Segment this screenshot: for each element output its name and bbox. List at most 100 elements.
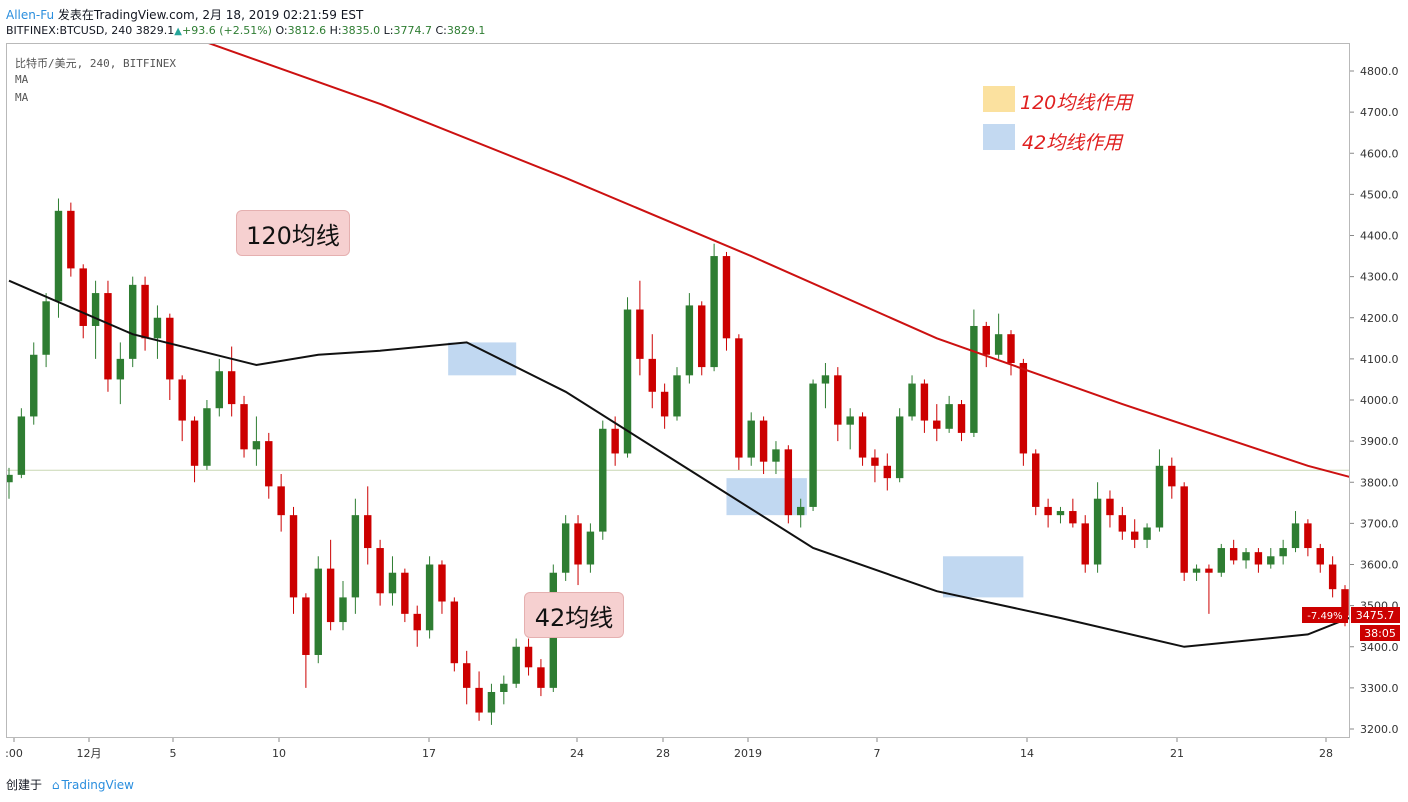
y-tick-label: 3600.0 xyxy=(1360,559,1399,572)
candle xyxy=(1316,548,1324,565)
candle xyxy=(561,523,570,573)
candle xyxy=(1007,334,1015,363)
candle xyxy=(203,408,211,466)
publish-line: 发表在TradingView.com, 2月 18, 2019 02:21:59… xyxy=(57,8,364,22)
candle xyxy=(846,416,854,425)
candle xyxy=(326,568,335,623)
candle xyxy=(252,441,261,450)
x-tick-label: 10 xyxy=(272,747,286,760)
tradingview-brand[interactable]: TradingView xyxy=(61,778,134,792)
candle xyxy=(153,317,162,339)
candle xyxy=(91,293,100,326)
y-tick-label: 4500.0 xyxy=(1360,188,1399,201)
candle xyxy=(834,375,842,425)
last-price-label: 3475.7 xyxy=(1356,609,1395,622)
y-tick-label: 4700.0 xyxy=(1360,106,1399,119)
candle xyxy=(1143,527,1151,540)
yellow-key-label: 120均线作用 xyxy=(1020,92,1133,114)
candle xyxy=(1118,515,1127,532)
candle xyxy=(747,420,755,458)
candle xyxy=(722,256,731,339)
low-value: 3774.7 xyxy=(393,24,432,37)
candle xyxy=(1032,453,1040,507)
x-tick-label: 5 xyxy=(170,747,177,760)
ohlc-line: BITFINEX:BTCUSD, 240 3829.1▲+93.6 (+2.51… xyxy=(6,24,485,37)
candle xyxy=(982,325,990,355)
candle xyxy=(425,564,434,631)
candle xyxy=(1328,564,1337,590)
y-tick-label: 4600.0 xyxy=(1360,147,1399,160)
change-tag-label: -7.49% xyxy=(1307,611,1342,622)
candle xyxy=(388,572,397,594)
candle xyxy=(698,305,706,368)
candle xyxy=(524,646,533,668)
candle xyxy=(883,465,892,479)
candle xyxy=(116,358,125,380)
candle xyxy=(1217,548,1226,573)
candle xyxy=(685,305,694,376)
candle xyxy=(710,256,718,368)
change-tag xyxy=(1302,607,1348,623)
y-tick-label: 4200.0 xyxy=(1360,312,1399,325)
candle xyxy=(735,338,743,458)
candle xyxy=(277,486,285,516)
ma-highlight-box xyxy=(448,342,517,376)
candle xyxy=(574,523,582,565)
low-label: L: xyxy=(383,24,394,37)
candle xyxy=(611,428,619,454)
candle xyxy=(289,515,298,598)
candle xyxy=(1081,523,1089,565)
candle xyxy=(30,354,38,417)
candle xyxy=(673,375,681,417)
candle xyxy=(895,416,904,479)
ma-legend-2[interactable]: MA xyxy=(15,91,29,104)
ma-legend-1[interactable]: MA xyxy=(15,73,29,86)
tradingview-logo-icon[interactable]: ⌂ xyxy=(51,778,60,792)
created-with-label: 创建于 xyxy=(6,778,43,792)
candle xyxy=(1056,511,1065,516)
candle xyxy=(67,210,75,269)
candle xyxy=(1019,362,1028,454)
candle xyxy=(1267,556,1275,565)
author-name[interactable]: Allen-Fu xyxy=(6,8,55,22)
candle xyxy=(623,309,632,454)
symbol-line: BITFINEX:BTCUSD, 240 3829.1 xyxy=(6,24,175,37)
x-tick-label: :00 xyxy=(5,747,23,760)
candle xyxy=(796,506,805,516)
candle xyxy=(42,301,50,355)
candle xyxy=(1044,506,1052,516)
y-tick-label: 3200.0 xyxy=(1360,723,1399,736)
candle xyxy=(759,420,768,462)
x-tick-label: 28 xyxy=(1319,747,1333,760)
series-title[interactable]: 比特币/美元, 240, BITFINEX xyxy=(15,57,176,70)
candle xyxy=(933,420,941,429)
x-tick-label: 17 xyxy=(422,747,436,760)
candle xyxy=(104,293,112,380)
candle xyxy=(1069,511,1077,524)
candle xyxy=(450,601,459,664)
chart-pane[interactable] xyxy=(6,43,1350,738)
candle xyxy=(500,683,508,692)
candle xyxy=(376,548,384,594)
y-tick-label: 3400.0 xyxy=(1360,641,1399,654)
change-value: +93.6 (+2.51%) xyxy=(182,24,272,37)
last-price-tag xyxy=(1351,607,1400,623)
x-tick-label: 28 xyxy=(656,747,670,760)
y-tick-label: 4000.0 xyxy=(1360,394,1399,407)
y-tick-label: 3900.0 xyxy=(1360,435,1399,448)
x-tick-label: 7 xyxy=(874,747,881,760)
ma120-line xyxy=(208,44,1349,478)
candle xyxy=(1341,589,1349,616)
y-tick-label: 3700.0 xyxy=(1360,517,1399,530)
x-tick-label: 14 xyxy=(1020,747,1034,760)
x-tick-label: 2019 xyxy=(734,747,762,760)
candle xyxy=(128,284,137,359)
y-tick-label: 4100.0 xyxy=(1360,353,1399,366)
candle xyxy=(1242,552,1250,561)
candle xyxy=(599,428,607,532)
candle xyxy=(660,391,669,417)
candle xyxy=(7,474,13,483)
candle xyxy=(1254,552,1263,565)
candle xyxy=(1155,465,1164,528)
